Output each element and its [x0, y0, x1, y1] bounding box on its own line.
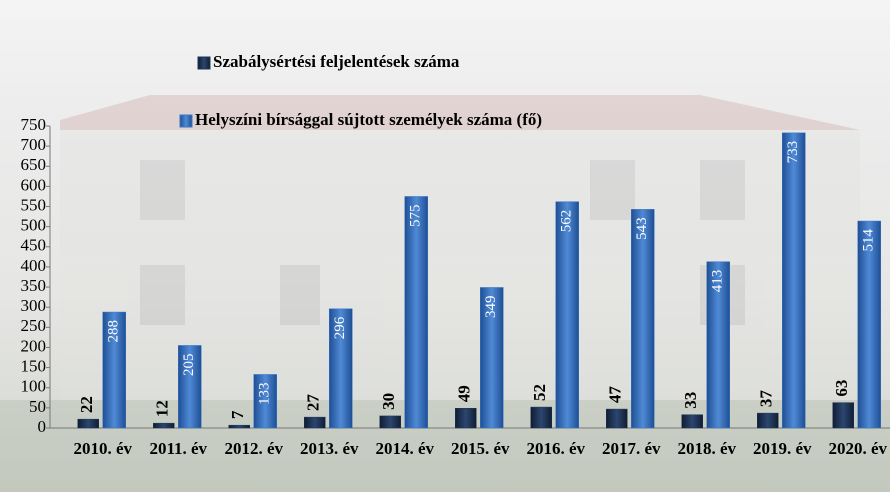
bar: [606, 409, 627, 428]
legend-swatch: [198, 57, 210, 69]
bar: [229, 425, 250, 428]
bar: [531, 407, 552, 428]
y-tick-label: 200: [21, 336, 47, 355]
legend-label: Helyszíni bírsággal sújtott személyek sz…: [195, 110, 542, 129]
x-tick-label: 2019. év: [752, 438, 812, 460]
x-tick-label: 2016. év: [526, 438, 586, 460]
y-tick-label: 450: [21, 236, 47, 255]
value-label: 37: [757, 390, 776, 408]
bar: [380, 416, 401, 428]
x-tick-label: 2017. év: [601, 438, 661, 460]
legend-swatch: [180, 115, 192, 127]
value-label: 49: [455, 385, 474, 402]
bar: [757, 413, 778, 428]
x-tick-label: 2018. év: [677, 438, 737, 460]
chart-svg: 0501001502002503003504004505005506006507…: [0, 0, 890, 492]
value-label: 562: [559, 210, 575, 233]
value-label: 12: [153, 400, 172, 417]
value-label: 63: [832, 380, 851, 397]
value-label: 33: [681, 392, 700, 409]
y-tick-label: 700: [21, 135, 47, 154]
value-label: 47: [606, 386, 625, 404]
y-tick-label: 300: [21, 296, 47, 315]
bar: [833, 403, 854, 428]
y-tick-label: 550: [21, 195, 47, 214]
value-label: 733: [785, 141, 801, 164]
value-label: 288: [106, 320, 122, 343]
y-tick-label: 650: [21, 155, 47, 174]
value-label: 543: [634, 217, 650, 240]
bar: [153, 423, 174, 428]
value-label: 30: [379, 393, 398, 410]
x-tick-label: 2010. év: [73, 438, 133, 460]
x-tick-label: 2020. év: [828, 438, 888, 460]
x-tick-label: 2012. év: [224, 438, 284, 460]
value-label: 575: [408, 204, 424, 227]
value-label: 413: [710, 270, 726, 293]
bar: [405, 196, 428, 428]
y-tick-label: 350: [21, 276, 47, 295]
y-tick-label: 500: [21, 216, 47, 235]
y-tick-label: 750: [21, 115, 47, 134]
y-tick-label: 150: [21, 357, 47, 376]
y-tick-label: 100: [21, 377, 47, 396]
chart: 0501001502002503003504004505005506006507…: [0, 0, 890, 492]
value-label: 133: [257, 382, 273, 405]
y-tick-label: 0: [38, 417, 47, 436]
x-tick-label: 2014. év: [375, 438, 435, 460]
value-label: 514: [861, 229, 877, 252]
y-tick-label: 50: [29, 397, 46, 416]
value-label: 7: [228, 410, 247, 419]
y-tick-label: 600: [21, 175, 47, 194]
value-label: 205: [181, 353, 197, 376]
legend-label: Szabálysértési feljelentések száma: [213, 52, 460, 71]
bar: [556, 202, 579, 428]
y-tick-label: 400: [21, 256, 47, 275]
bar: [782, 133, 805, 428]
x-tick-label: 2013. év: [299, 438, 359, 460]
bar: [78, 419, 99, 428]
value-label: 349: [483, 295, 499, 318]
background-building: [0, 95, 890, 492]
value-label: 296: [332, 316, 348, 339]
x-tick-label: 2011. év: [148, 438, 208, 460]
bar: [304, 417, 325, 428]
x-tick-label: 2015. év: [450, 438, 510, 460]
value-label: 52: [530, 384, 549, 401]
bar: [682, 415, 703, 428]
value-label: 27: [304, 394, 323, 412]
y-tick-label: 250: [21, 316, 47, 335]
value-label: 22: [77, 396, 96, 413]
bar: [631, 209, 654, 428]
bar: [455, 408, 476, 428]
